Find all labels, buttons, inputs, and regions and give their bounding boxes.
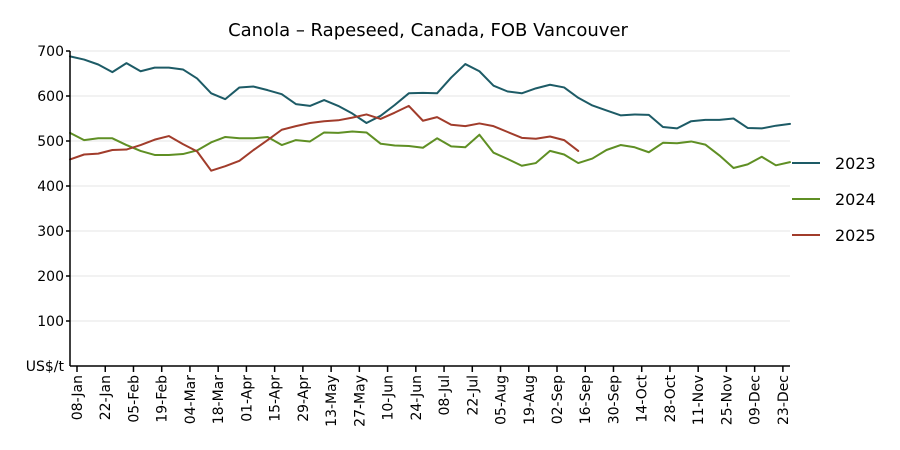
axes: 100 200 300 400 500 600 700 US$/t 08-Jan 22-Jan 05…: [26, 44, 792, 427]
x-tick-label: 24-Jun: [409, 375, 425, 421]
x-tick-label: 11-Nov: [691, 375, 707, 425]
x-tick-label: 30-Sep: [606, 375, 622, 424]
x-tick-label: 22-Jul: [465, 375, 481, 416]
y-tick-label: 200: [37, 269, 64, 285]
x-tick-label: 05-Feb: [126, 375, 142, 423]
x-tick-label: 29-Apr: [296, 375, 312, 422]
x-tick-label: 09-Dec: [748, 375, 764, 425]
series-line-2024: [69, 130, 791, 169]
legend-label-2023: 2023: [835, 154, 876, 173]
x-tick-label: 01-Apr: [239, 375, 255, 422]
x-tick-label: 14-Oct: [635, 374, 651, 422]
series-line-2023: [69, 55, 791, 130]
legend-label-2025: 2025: [835, 226, 876, 245]
x-tick-label: 22-Jan: [98, 375, 114, 420]
x-tick-label: 13-May: [324, 375, 340, 427]
x-tick-label: 16-Sep: [578, 375, 594, 424]
x-tick-label: 23-Dec: [776, 375, 792, 425]
x-tick-label: 15-Apr: [268, 375, 284, 422]
x-tick-label: 10-Jun: [381, 375, 397, 421]
x-tick-label: 19-Feb: [155, 375, 171, 423]
x-tick-label: 27-May: [352, 375, 368, 427]
y-tick-label: 100: [37, 314, 64, 330]
legend: 2023 2024 2025: [792, 154, 876, 245]
legend-label-2024: 2024: [835, 190, 876, 209]
x-tick-label: 04-Mar: [183, 375, 199, 425]
x-tick-label: 05-Aug: [494, 375, 510, 425]
y-tick-label: 400: [37, 179, 64, 195]
x-tick-label: 19-Aug: [522, 375, 538, 425]
chart-title: Canola – Rapeseed, Canada, FOB Vancouver: [228, 20, 628, 41]
x-tick-label: 28-Oct: [663, 374, 679, 422]
x-tick-label: 25-Nov: [719, 375, 735, 425]
x-tick-label: 18-Mar: [211, 375, 227, 425]
x-tick-label: 08-Jan: [70, 375, 86, 420]
x-tick-label: 08-Jul: [437, 375, 453, 416]
grid-lines: [70, 50, 790, 322]
y-tick-label: 700: [37, 44, 64, 60]
y-tick-label: 500: [37, 134, 64, 150]
series-line-2025: [69, 104, 580, 172]
x-tick-label: 02-Sep: [550, 375, 566, 424]
y-axis-unit-label: US$/t: [26, 359, 65, 375]
series-lines: [69, 55, 791, 172]
y-tick-label: 300: [37, 224, 64, 240]
y-tick-label: 600: [37, 89, 64, 105]
